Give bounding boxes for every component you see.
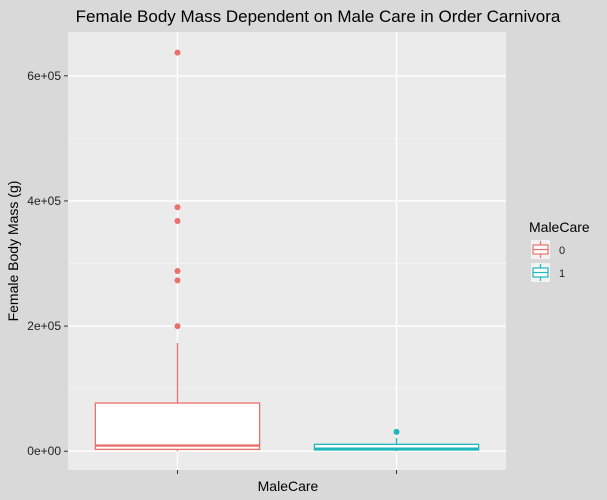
legend-items: 01 <box>531 240 565 282</box>
chart-title: Female Body Mass Dependent on Male Care … <box>76 7 561 26</box>
legend-label: 0 <box>559 245 565 257</box>
legend: MaleCare 01 <box>521 209 605 291</box>
y-tick-label: 6e+05 <box>27 69 61 83</box>
outlier-point <box>393 428 400 435</box>
boxplot-group-0 <box>94 49 261 452</box>
legend-item-0: 0 <box>531 240 565 259</box>
outlier-point <box>174 268 181 275</box>
legend-label: 1 <box>559 268 565 280</box>
plot-panel <box>68 32 506 470</box>
axis-layer: 0e+00 2e+05 4e+05 6e+05 <box>27 69 397 474</box>
legend-title: MaleCare <box>529 219 590 235</box>
boxplot-group-1 <box>313 428 480 452</box>
outlier-point <box>174 323 181 330</box>
y-tick-label: 0e+00 <box>27 444 61 458</box>
outlier-point <box>174 277 181 284</box>
y-tick-label: 2e+05 <box>27 319 61 333</box>
grid-layer <box>68 32 506 470</box>
y-axis-label: Female Body Mass (g) <box>5 181 21 322</box>
legend-item-1: 1 <box>531 263 565 282</box>
box <box>94 402 261 451</box>
outlier-point <box>174 49 181 56</box>
box <box>313 443 480 451</box>
x-axis-label: MaleCare <box>258 478 319 494</box>
y-tick-label: 4e+05 <box>27 194 61 208</box>
outlier-point <box>174 217 181 224</box>
outlier-point <box>174 204 181 211</box>
box-layer <box>94 49 480 452</box>
